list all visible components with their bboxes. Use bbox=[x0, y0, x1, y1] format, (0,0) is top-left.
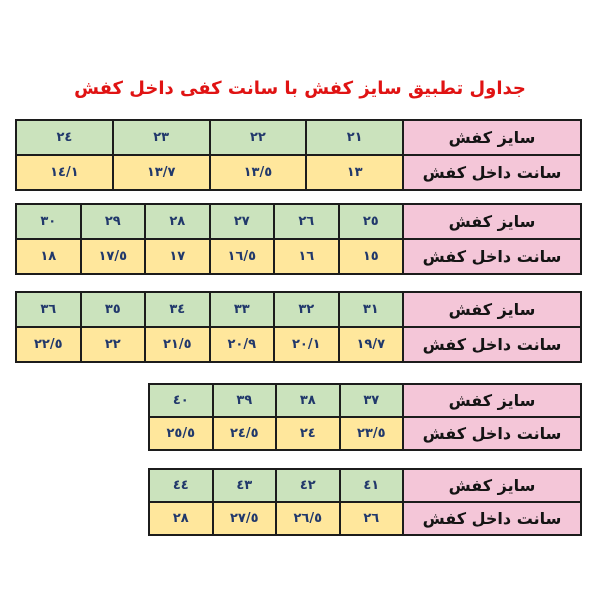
size-cell: ٢٣ bbox=[111, 119, 211, 156]
insole-cell: ٢٧/٥ bbox=[211, 501, 277, 536]
insole-row: سانت داخل کفش ١٩/٧ ٢٠/١ ٢٠/٩ ٢١/٥ ٢٢ ٢٢/… bbox=[15, 326, 582, 363]
insole-row: سانت داخل کفش ٢٦ ٢٦/٥ ٢٧/٥ ٢٨ bbox=[148, 501, 582, 536]
insole-cell: ٢٣/٥ bbox=[338, 416, 404, 451]
size-cell: ٣٤ bbox=[144, 291, 211, 328]
size-cell: ٢٨ bbox=[144, 203, 211, 240]
size-table-3: سایز کفش ٣١ ٣٢ ٣٣ ٣٤ ٣٥ ٣٦ سانت داخل کفش… bbox=[15, 291, 582, 363]
insole-cell: ١٣/٥ bbox=[208, 154, 308, 191]
insole-cell: ٢١/٥ bbox=[144, 326, 211, 363]
insole-row: سانت داخل کفش ١٣ ١٣/٥ ١٣/٧ ١٤/١ bbox=[15, 154, 582, 191]
insole-cell: ٢٦ bbox=[338, 501, 404, 536]
size-table-4: سایز کفش ٣٧ ٣٨ ٣٩ ٤٠ سانت داخل کفش ٢٣/٥ … bbox=[148, 383, 582, 451]
size-cell: ٤٠ bbox=[148, 383, 214, 418]
size-cell: ٤٤ bbox=[148, 468, 214, 503]
size-cell: ٣٧ bbox=[338, 383, 404, 418]
size-cell: ٢٥ bbox=[337, 203, 404, 240]
row-header-size: سایز کفش bbox=[402, 119, 582, 156]
size-cell: ٢٤ bbox=[15, 119, 114, 156]
size-row: سایز کفش ٢٥ ٢٦ ٢٧ ٢٨ ٢٩ ٣٠ bbox=[15, 203, 582, 240]
row-header-insole: سانت داخل کفش bbox=[402, 501, 582, 536]
insole-cell: ٢٠/٩ bbox=[208, 326, 275, 363]
insole-cell: ١٣ bbox=[305, 154, 404, 191]
size-cell: ٢٢ bbox=[208, 119, 308, 156]
insole-cell: ١٧ bbox=[144, 238, 211, 275]
size-cell: ٣٥ bbox=[79, 291, 146, 328]
size-row: سایز کفش ٢١ ٢٢ ٢٣ ٢٤ bbox=[15, 119, 582, 156]
insole-row: سانت داخل کفش ١٥ ١٦ ١٦/٥ ١٧ ١٧/٥ ١٨ bbox=[15, 238, 582, 275]
size-table-1: سایز کفش ٢١ ٢٢ ٢٣ ٢٤ سانت داخل کفش ١٣ ١٣… bbox=[15, 119, 582, 191]
insole-cell: ٢٢ bbox=[79, 326, 146, 363]
insole-cell: ١٦/٥ bbox=[208, 238, 275, 275]
size-cell: ٢٩ bbox=[79, 203, 146, 240]
row-header-insole: سانت داخل کفش bbox=[402, 238, 582, 275]
size-cell: ٤١ bbox=[338, 468, 404, 503]
insole-cell: ٢٤/٥ bbox=[211, 416, 277, 451]
size-table-2: سایز کفش ٢٥ ٢٦ ٢٧ ٢٨ ٢٩ ٣٠ سانت داخل کفش… bbox=[15, 203, 582, 275]
size-cell: ٣٠ bbox=[15, 203, 82, 240]
row-header-insole: سانت داخل کفش bbox=[402, 416, 582, 451]
size-cell: ٣٩ bbox=[211, 383, 277, 418]
size-table-5: سایز کفش ٤١ ٤٢ ٤٣ ٤٤ سانت داخل کفش ٢٦ ٢٦… bbox=[148, 468, 582, 536]
insole-cell: ١٧/٥ bbox=[79, 238, 146, 275]
insole-cell: ٢٤ bbox=[275, 416, 341, 451]
size-row: سایز کفش ٤١ ٤٢ ٤٣ ٤٤ bbox=[148, 468, 582, 503]
row-header-insole: سانت داخل کفش bbox=[402, 154, 582, 191]
insole-cell: ١٨ bbox=[15, 238, 82, 275]
insole-cell: ٢٦/٥ bbox=[275, 501, 341, 536]
row-header-insole: سانت داخل کفش bbox=[402, 326, 582, 363]
size-row: سایز کفش ٣٧ ٣٨ ٣٩ ٤٠ bbox=[148, 383, 582, 418]
size-cell: ٤٣ bbox=[211, 468, 277, 503]
insole-row: سانت داخل کفش ٢٣/٥ ٢٤ ٢٤/٥ ٢٥/٥ bbox=[148, 416, 582, 451]
page-title: جداول تطبیق سایز کفش با سانت کفی داخل کف… bbox=[74, 78, 526, 99]
size-cell: ٣٣ bbox=[208, 291, 275, 328]
size-cell: ٣١ bbox=[337, 291, 404, 328]
size-cell: ٣٦ bbox=[15, 291, 82, 328]
size-cell: ٢٧ bbox=[208, 203, 275, 240]
row-header-size: سایز کفش bbox=[402, 203, 582, 240]
size-cell: ٤٢ bbox=[275, 468, 341, 503]
size-cell: ٣٨ bbox=[275, 383, 341, 418]
insole-cell: ٢٨ bbox=[148, 501, 214, 536]
insole-cell: ١٤/١ bbox=[15, 154, 114, 191]
insole-cell: ٢٢/٥ bbox=[15, 326, 82, 363]
size-cell: ٢٦ bbox=[273, 203, 340, 240]
insole-cell: ١٥ bbox=[337, 238, 404, 275]
row-header-size: سایز کفش bbox=[402, 383, 582, 418]
insole-cell: ١٩/٧ bbox=[337, 326, 404, 363]
size-cell: ٣٢ bbox=[273, 291, 340, 328]
insole-cell: ٢٥/٥ bbox=[148, 416, 214, 451]
row-header-size: سایز کفش bbox=[402, 468, 582, 503]
size-row: سایز کفش ٣١ ٣٢ ٣٣ ٣٤ ٣٥ ٣٦ bbox=[15, 291, 582, 328]
insole-cell: ١٦ bbox=[273, 238, 340, 275]
insole-cell: ٢٠/١ bbox=[273, 326, 340, 363]
insole-cell: ١٣/٧ bbox=[111, 154, 211, 191]
size-cell: ٢١ bbox=[305, 119, 404, 156]
row-header-size: سایز کفش bbox=[402, 291, 582, 328]
